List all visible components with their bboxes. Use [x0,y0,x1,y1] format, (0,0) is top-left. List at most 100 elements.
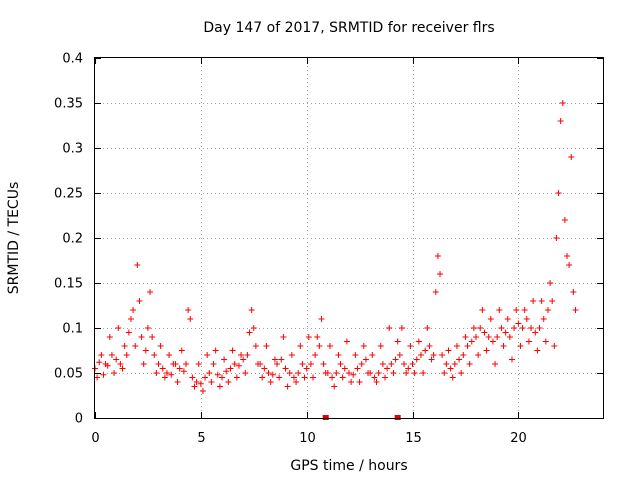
data-point [542,338,549,345]
data-point [297,343,304,349]
y-tick-label: 0.35 [54,97,83,112]
data-point [138,334,145,340]
data-point [246,329,253,336]
data-point [125,329,132,336]
data-point [271,356,278,363]
data-point [267,379,274,385]
data-point [293,379,300,385]
data-point [390,370,397,376]
data-point [204,352,211,358]
data-point [523,316,530,322]
data-point [123,352,130,358]
data-point [487,316,494,322]
data-point [407,343,414,349]
data-point [441,370,448,376]
data-point [337,361,344,367]
data-point [551,343,558,349]
x-axis-label: GPS time / hours [290,458,407,474]
data-point [322,370,329,376]
data-point [176,365,183,372]
data-point [398,325,405,331]
data-point [557,118,564,124]
data-point [420,370,427,376]
data-point [210,361,217,367]
data-point [422,347,429,354]
data-point [199,388,206,394]
y-tick-label: 0.4 [62,52,83,67]
data-point [225,379,232,385]
data-point [178,347,185,354]
x-tick-label: 10 [299,431,316,446]
data-point [96,359,103,366]
data-point [136,298,143,304]
data-point [525,338,532,345]
data-point [244,352,251,358]
data-point [341,365,348,372]
data-point [111,370,118,376]
data-point [316,343,323,349]
chart-title: Day 147 of 2017, SRMTID for receiver flr… [203,20,494,36]
data-point [149,334,156,340]
data-point [504,316,511,322]
data-point [144,325,151,331]
y-tick-label: 0.2 [62,232,83,247]
data-point [278,356,285,363]
data-point [331,383,338,390]
data-point [290,374,297,381]
data-point [100,371,107,378]
data-point [310,374,317,381]
data-point [430,352,437,358]
data-point [274,361,281,367]
data-point [432,289,439,295]
data-point [326,343,333,349]
data-point [333,370,340,376]
data-point [443,361,450,367]
y-tick-label: 0 [75,412,83,427]
data-point [496,307,503,313]
data-point [559,100,566,106]
data-point [343,338,350,345]
data-point [530,298,537,304]
data-point [473,334,479,340]
data-point [191,383,198,390]
data-point [547,280,554,286]
data-point [369,352,376,358]
x-tick-label: 0 [91,431,99,446]
x-tick-label: 20 [510,431,527,446]
data-point [227,365,234,372]
data-point [208,379,215,385]
data-point [108,352,115,358]
data-point [115,325,122,331]
data-point [155,361,162,367]
data-point [318,316,325,322]
data-point [214,371,221,378]
data-point [528,325,535,331]
data-point [360,343,367,349]
data-point [371,374,378,381]
data-point [212,347,219,354]
data-point [339,374,346,381]
data-point [417,352,424,358]
data-point [428,356,435,363]
x-tick-label: 15 [405,431,422,446]
data-point [485,334,492,340]
data-point [288,352,295,358]
data-point [229,347,236,354]
data-point [140,361,147,367]
data-point [392,356,399,363]
data-point [168,371,175,378]
data-point [434,253,441,259]
data-point [180,368,187,375]
data-point [259,374,266,381]
plot-frame [94,57,604,419]
data-point [329,374,336,381]
zero-marker [394,415,401,420]
data-point [185,307,192,313]
data-point [189,374,196,381]
data-point [494,334,501,340]
data-point [515,320,522,327]
data-point [354,365,361,372]
data-point [254,361,261,367]
data-point [147,289,154,295]
